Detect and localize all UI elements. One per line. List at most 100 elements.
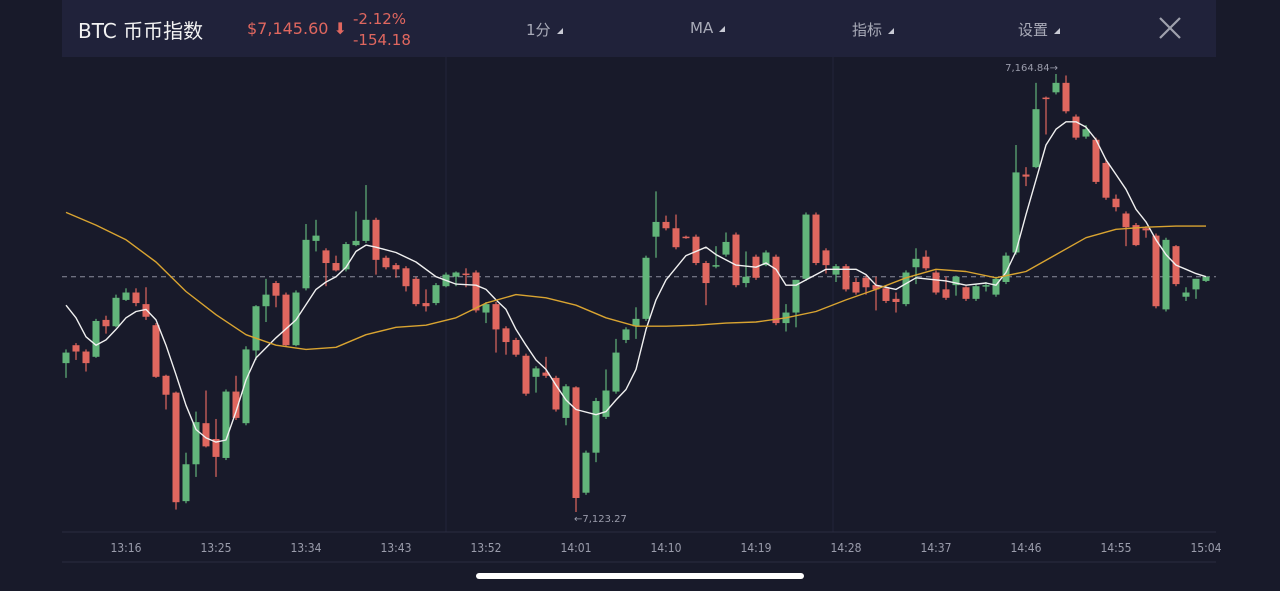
candle-body xyxy=(452,272,460,277)
candle xyxy=(1032,82,1040,169)
candle xyxy=(512,337,520,357)
price-change: -2.12% -154.18 xyxy=(353,9,411,51)
candle xyxy=(572,386,580,512)
indicator-label: 指标 xyxy=(852,21,883,39)
candle xyxy=(352,211,360,247)
ma-short-line xyxy=(65,121,1207,443)
candle-body xyxy=(532,368,540,377)
candle-body xyxy=(832,266,840,275)
candle xyxy=(272,280,280,308)
arrow-down-icon: ⬇ xyxy=(333,19,347,38)
candle-body xyxy=(342,244,350,270)
candle-body xyxy=(822,250,830,266)
candle-body xyxy=(472,272,480,311)
candle xyxy=(332,255,340,272)
candle-body xyxy=(152,325,160,377)
candle xyxy=(672,214,680,250)
candle xyxy=(642,255,650,321)
candle xyxy=(592,397,600,463)
candle xyxy=(402,266,410,292)
candle xyxy=(702,260,710,306)
candle xyxy=(102,315,110,334)
candle-body xyxy=(862,277,870,288)
candle-body xyxy=(482,304,490,313)
candle-body xyxy=(172,392,180,503)
candle-body xyxy=(422,303,430,307)
candle-body xyxy=(872,285,880,290)
candle-body xyxy=(462,273,470,276)
candle-body xyxy=(1102,162,1110,198)
page-title: BTC 币币指数 xyxy=(78,19,204,43)
candle xyxy=(922,250,930,271)
candle xyxy=(522,353,530,396)
candle-body xyxy=(672,228,680,248)
candle xyxy=(432,283,440,306)
close-button[interactable] xyxy=(1158,16,1182,40)
candle xyxy=(382,255,390,270)
candle-body xyxy=(732,234,740,286)
candle xyxy=(1182,287,1190,301)
candle-body xyxy=(692,236,700,264)
candle xyxy=(612,338,620,394)
candle-body xyxy=(332,263,340,271)
candle-body xyxy=(772,256,780,324)
candle-body xyxy=(682,236,690,239)
candle-body xyxy=(572,387,580,498)
settings-dropdown[interactable]: 设置 xyxy=(1018,19,1061,40)
candle-body xyxy=(72,345,80,352)
candle-body xyxy=(1032,109,1040,168)
candle-body xyxy=(1202,276,1210,281)
candle-body xyxy=(1072,116,1080,138)
candle xyxy=(902,270,910,307)
candle-body xyxy=(1142,228,1150,231)
candle xyxy=(632,307,640,339)
candle xyxy=(1142,226,1150,238)
candles xyxy=(62,74,1210,512)
candle-body xyxy=(1002,255,1010,282)
interval-dropdown[interactable]: 1分 xyxy=(526,19,563,40)
interval-label: 1分 xyxy=(526,21,551,39)
candle xyxy=(532,366,540,393)
candle-body xyxy=(892,298,900,303)
candle-body xyxy=(722,241,730,255)
ma-dropdown[interactable]: MA xyxy=(690,19,726,37)
candle xyxy=(862,275,870,295)
candle-body xyxy=(1062,82,1070,112)
candle xyxy=(122,288,130,301)
dropdown-triangle-icon xyxy=(556,28,563,34)
candle xyxy=(952,275,960,296)
price-value: $7,145.60 xyxy=(247,19,329,38)
candle-body xyxy=(362,219,370,241)
candle xyxy=(152,323,160,378)
candle xyxy=(322,248,330,287)
candle xyxy=(1062,75,1070,114)
candle-body xyxy=(1092,139,1100,182)
candle-body xyxy=(92,320,100,357)
candle xyxy=(112,294,120,328)
ma-label: MA xyxy=(690,19,714,37)
candle-body xyxy=(1182,292,1190,297)
candle-body xyxy=(312,235,320,241)
candle-body xyxy=(322,250,330,264)
x-axis-ticks: 13:16 13:25 13:34 13:43 13:52 14:01 14:10 14:19… xyxy=(110,541,1221,555)
candle xyxy=(82,349,90,372)
candle xyxy=(1022,167,1030,187)
candle xyxy=(732,232,740,288)
x-tick-label: 14:46 xyxy=(1010,541,1041,555)
candle-body xyxy=(102,319,110,327)
candle xyxy=(682,235,690,239)
candle xyxy=(1052,74,1060,95)
candle-body xyxy=(412,278,420,305)
home-indicator[interactable] xyxy=(476,573,804,579)
candle xyxy=(162,374,170,410)
dropdown-triangle-icon xyxy=(1054,28,1061,34)
candle xyxy=(622,327,630,344)
candle xyxy=(182,452,190,504)
candle xyxy=(1102,158,1110,200)
candle-body xyxy=(212,438,220,457)
candle-body xyxy=(62,352,70,364)
indicator-dropdown[interactable]: 指标 xyxy=(852,19,895,40)
candle xyxy=(1132,222,1140,247)
candle-body xyxy=(192,422,200,465)
